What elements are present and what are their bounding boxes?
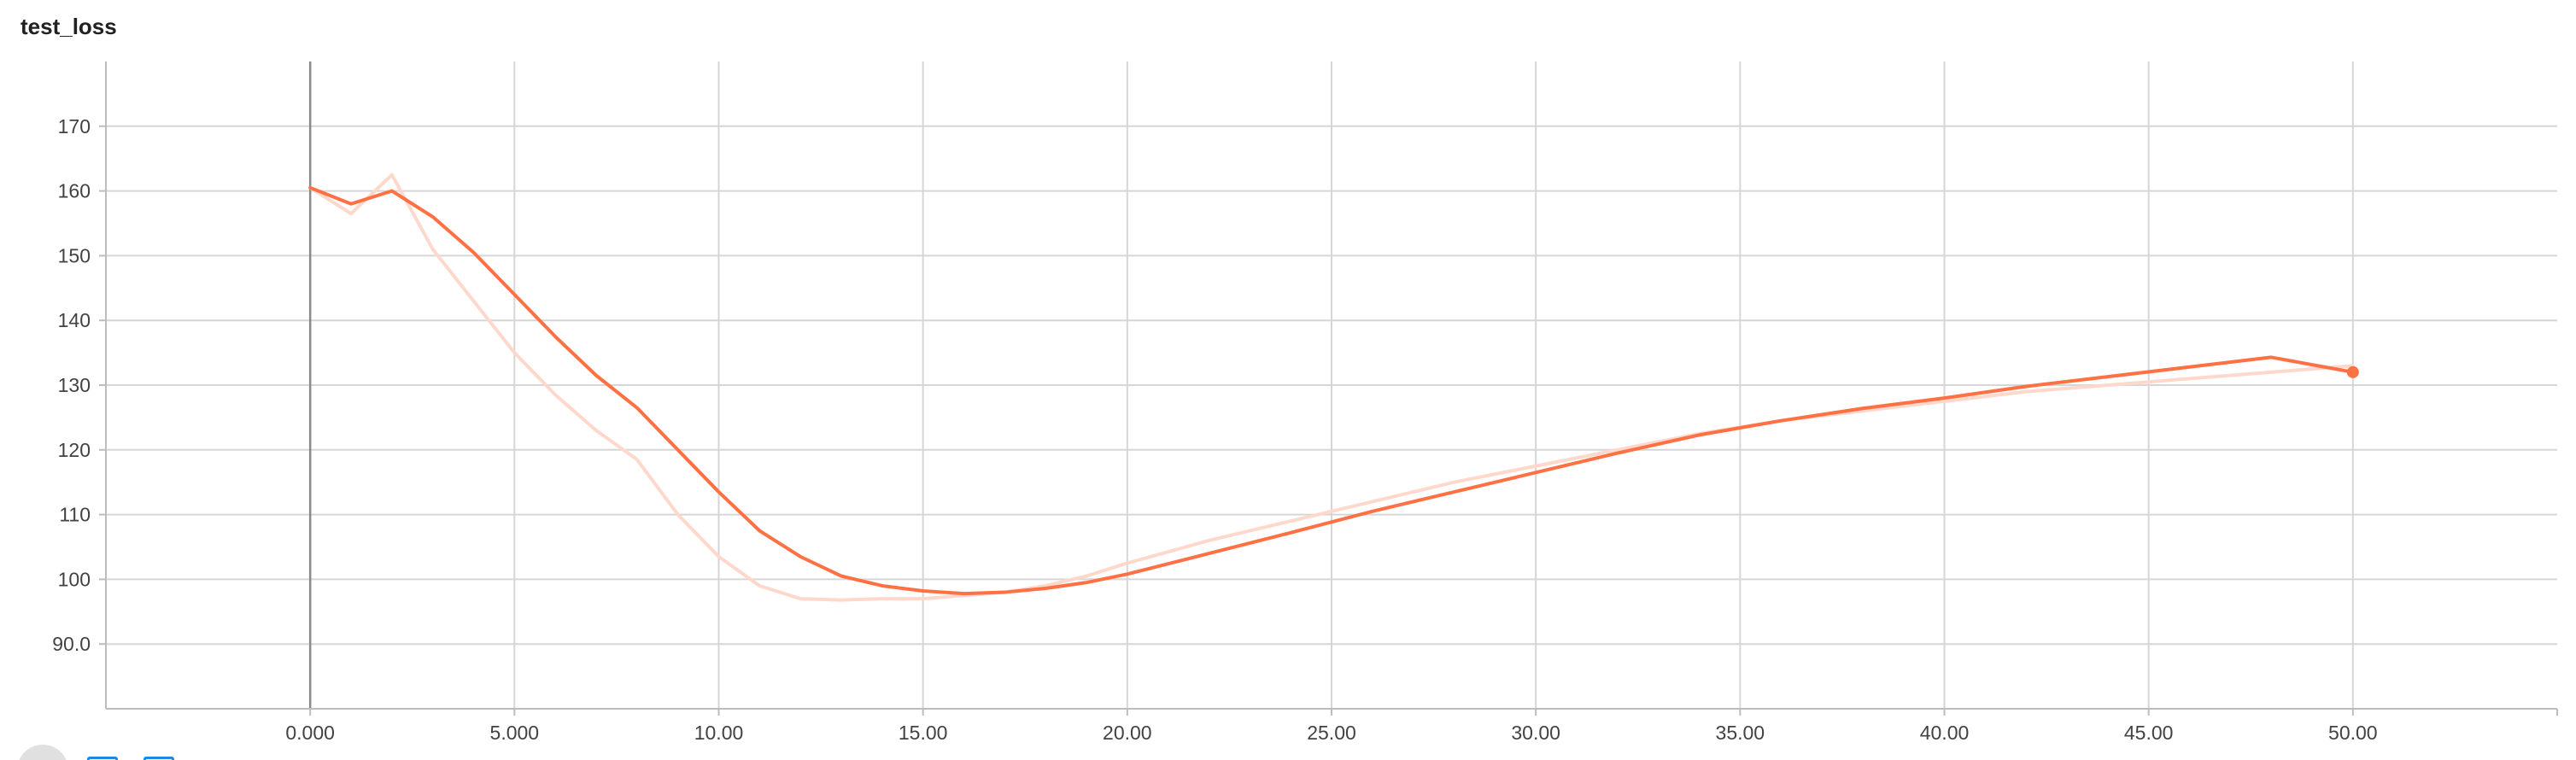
- x-tick-label: 15.00: [899, 722, 948, 744]
- y-tick-label: 150: [58, 244, 91, 266]
- x-tick-label: 20.00: [1103, 722, 1152, 744]
- x-tick-labels: 0.000 5.000 10.00 15.00 20.00 25.00 30.00 35.00…: [285, 722, 2377, 744]
- y-tick-label: 100: [58, 568, 91, 590]
- x-tick-label: 5.000: [490, 722, 540, 744]
- expand-chart-button[interactable]: [143, 757, 174, 760]
- y-tick-label: 140: [58, 309, 91, 331]
- grid: [106, 61, 2557, 709]
- chart-title: test_loss: [20, 14, 117, 39]
- axes: [99, 61, 2558, 716]
- y-tick-label: 130: [58, 374, 91, 396]
- x-tick-label: 10.00: [694, 722, 744, 744]
- y-tick-label: 120: [58, 439, 91, 461]
- chart-controls: [17, 745, 188, 760]
- last-point-marker: [2346, 365, 2359, 378]
- x-tick-label: 35.00: [1716, 722, 1765, 744]
- series: [308, 172, 2359, 602]
- fit-domain-button[interactable]: [87, 757, 118, 760]
- x-tick-label: 40.00: [1920, 722, 1970, 744]
- x-tick-label: 0.000: [285, 722, 335, 744]
- y-tick-labels: 90.0 100 110 120 130 140 150 160 170: [52, 115, 91, 655]
- y-tick-label: 90.0: [52, 633, 91, 655]
- y-tick-label: 110: [59, 504, 91, 526]
- x-tick-label: 45.00: [2124, 722, 2174, 744]
- y-tick-label: 160: [58, 180, 91, 202]
- x-tick-label: 25.00: [1307, 722, 1356, 744]
- smoothed-series-line: [308, 185, 2355, 596]
- toggle-log-scale-button[interactable]: [17, 745, 68, 760]
- y-tick-label: 170: [58, 115, 91, 137]
- x-tick-label: 30.00: [1511, 722, 1560, 744]
- x-tick-label: 50.00: [2328, 722, 2378, 744]
